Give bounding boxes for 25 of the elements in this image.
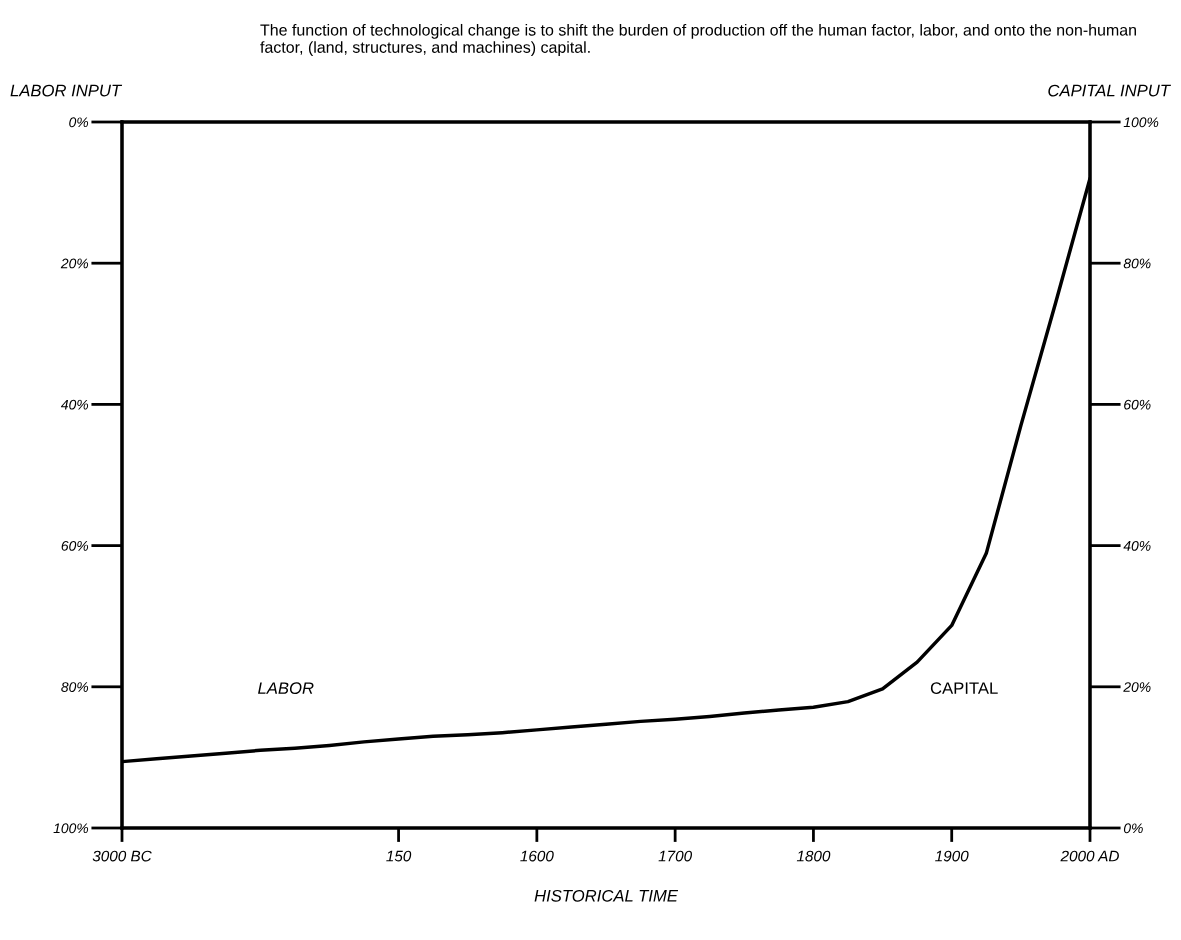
y-tick-label: 100%: [53, 823, 89, 834]
annotation: CAPITAL: [930, 682, 998, 695]
x-tick-label: 1600: [520, 850, 554, 862]
x-tick-label: 1900: [935, 850, 969, 862]
y-axis-title: LABOR INPUT: [10, 84, 123, 97]
y2-tick-label: 100%: [1123, 117, 1159, 128]
x-tick-label: 3000 BC: [92, 850, 152, 862]
x-tick-label: 2000 AD: [1060, 850, 1119, 862]
y2-tick-label: 40%: [1123, 540, 1151, 551]
y2-tick-label: 60%: [1124, 399, 1151, 410]
y2-axis-title: CAPITAL INPUT: [1048, 84, 1171, 97]
y-tick-label: 60%: [61, 540, 89, 551]
x-tick-label: 1800: [796, 850, 831, 862]
y2-tick-label: 80%: [1123, 258, 1151, 269]
y-tick-label: 0%: [69, 117, 89, 128]
x-tick-label: 150: [386, 850, 412, 862]
y-tick-label: 40%: [60, 399, 89, 410]
y2-tick-label: 0%: [1123, 823, 1143, 834]
y-tick-label: 20%: [60, 258, 89, 269]
chart-title: The function of technological change is to shift the burden of production off the human factor, labor, and onto the non-human factor, (land, structures, and machines) capital.: [260, 23, 1136, 57]
x-axis-title: HISTORICAL TIME: [534, 889, 679, 902]
x-tick-label: 1700: [658, 850, 693, 862]
y-tick-label: 80%: [61, 682, 89, 692]
y2-tick-label: 20%: [1123, 682, 1151, 692]
annotation: LABOR: [258, 682, 314, 695]
